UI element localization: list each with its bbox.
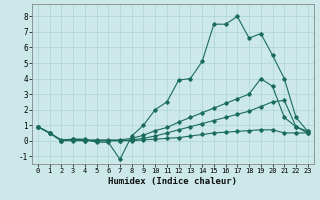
X-axis label: Humidex (Indice chaleur): Humidex (Indice chaleur) — [108, 177, 237, 186]
